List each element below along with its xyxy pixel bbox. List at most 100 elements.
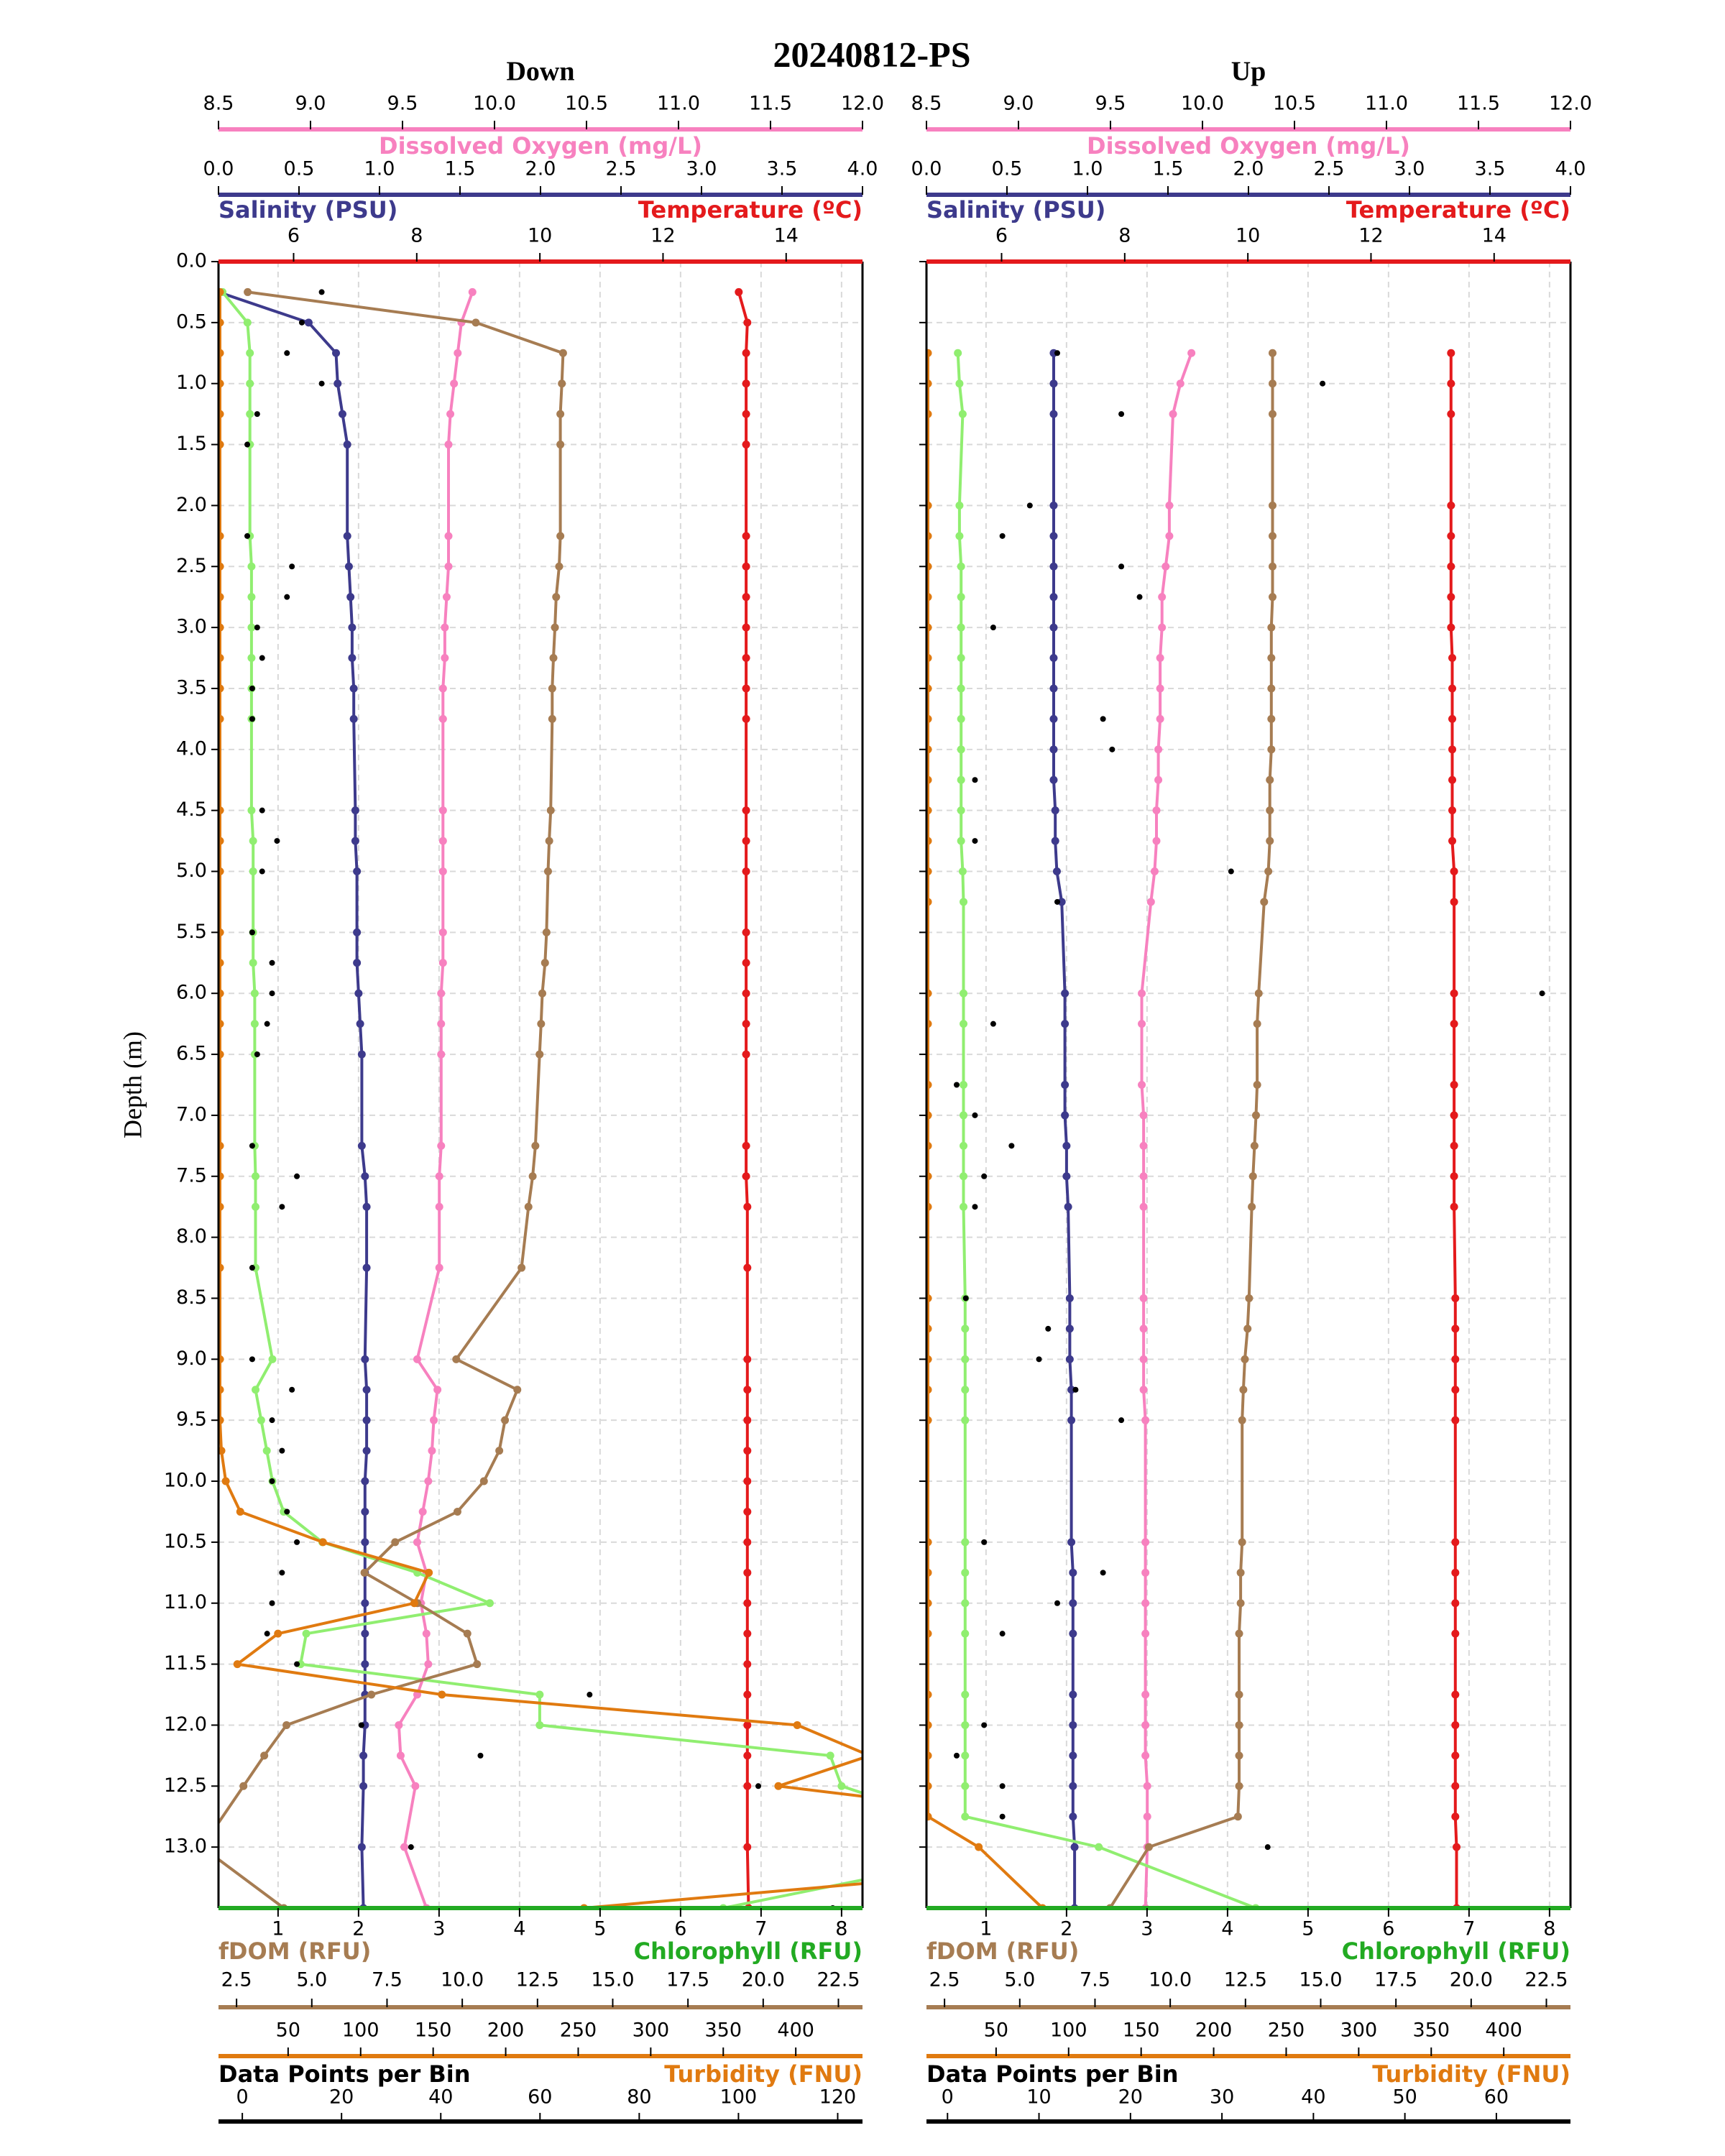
profile-marker [1141,1599,1150,1608]
data-point [318,289,325,295]
x-tick-label: 5.0 [1004,1969,1035,1991]
profile-line [1052,353,1077,1908]
profile-marker [960,989,968,998]
profile-marker [743,1690,752,1699]
profile-marker [218,410,224,418]
data-point [264,1021,270,1027]
profile-marker [351,837,359,845]
profile-marker [424,1477,433,1485]
profile-marker [926,1812,932,1821]
profile-marker [1139,1202,1148,1211]
profile-marker [961,1720,970,1729]
profile-marker [742,684,750,693]
profile-marker [1448,837,1457,845]
x-tick-label: 50 [276,2019,300,2042]
data-point [249,1265,255,1271]
profile-marker [1139,1294,1148,1302]
profile-marker [958,410,967,418]
y-tick-label: 4.0 [176,737,207,760]
profile-marker [1061,1020,1070,1028]
profile-marker [742,593,750,602]
data-point [264,1631,270,1637]
profile-marker [961,1782,970,1790]
x-tick-label: 3.0 [1394,158,1425,180]
profile-marker [1158,623,1167,632]
profile-marker [1049,562,1058,571]
profile-marker [1267,684,1276,693]
profile-marker [1267,623,1276,632]
profile-marker [247,593,256,602]
profile-marker [1154,775,1163,784]
y-tick-label: 3.0 [176,616,207,638]
profile-marker [535,1720,544,1729]
profile-marker [1165,501,1174,510]
data-point [284,594,290,600]
profile-marker [218,1355,224,1363]
data-point [1320,380,1326,387]
profile-marker [957,775,965,784]
data-point [1118,563,1125,570]
x-tick-label: 11.5 [749,93,792,115]
profile-marker [1146,898,1155,906]
y-tick-label: 6.5 [176,1043,207,1065]
x-tick-label: 4.0 [847,158,878,180]
x-tick-label: 250 [1268,2019,1305,2042]
data-point [284,1508,290,1515]
profile-marker [250,1020,259,1028]
profile-marker [1266,806,1274,815]
profile-marker [437,1050,446,1059]
profile-marker [743,1660,752,1669]
data-point [318,380,325,387]
profile-marker [444,532,453,540]
data-point [269,959,275,966]
profile-marker [1150,867,1159,876]
x-tick-label: 2.5 [1314,158,1345,180]
profile-marker [433,1386,442,1394]
profile-marker [361,1599,369,1608]
profile-marker [1049,410,1058,418]
profile-marker [252,1172,260,1181]
profile-marker [742,989,750,998]
profile-marker [1067,1416,1076,1424]
profile-marker [353,867,362,876]
data-point [981,1539,988,1545]
profile-marker [960,1020,968,1028]
profile-marker [442,593,451,602]
profile-marker [1138,1081,1146,1089]
profile-marker [218,867,224,876]
x-tick-label: 6 [288,225,300,247]
profile-marker [361,1660,369,1669]
profile-marker [1141,1751,1150,1760]
profile-marker [1095,1843,1103,1851]
profile-marker [1451,1416,1460,1424]
profile-marker [1065,1355,1074,1363]
profile-marker [357,1050,366,1059]
x-tick-label: 12.5 [1224,1969,1267,1991]
data-point [999,1783,1006,1789]
profile-marker [391,1538,400,1547]
series-layer [926,349,1545,1908]
x-tick-label: 1.5 [445,158,476,180]
profile-marker [551,623,559,632]
profile-marker [543,867,552,876]
x-tick-label: 11.0 [1365,93,1408,115]
profile-marker [926,1782,932,1790]
profile-marker [1447,593,1455,602]
profile-marker [742,654,750,663]
y-tick-label: 0.0 [176,250,207,272]
profile-marker [961,1386,970,1394]
profile-marker [218,1447,226,1455]
data-point [1109,746,1116,752]
x-tick-label: 8 [1118,225,1131,247]
profile-marker [961,1751,970,1760]
data-point [981,1173,988,1179]
data-point [279,1447,285,1454]
profile-marker [1239,1386,1248,1394]
profile-marker [244,287,252,296]
y-tick-label: 5.0 [176,860,207,882]
profile-marker [1052,867,1061,876]
profile-marker [1451,1812,1460,1821]
profile-marker [866,1751,874,1759]
profile-marker [274,1629,282,1638]
profile-marker [1267,714,1276,723]
